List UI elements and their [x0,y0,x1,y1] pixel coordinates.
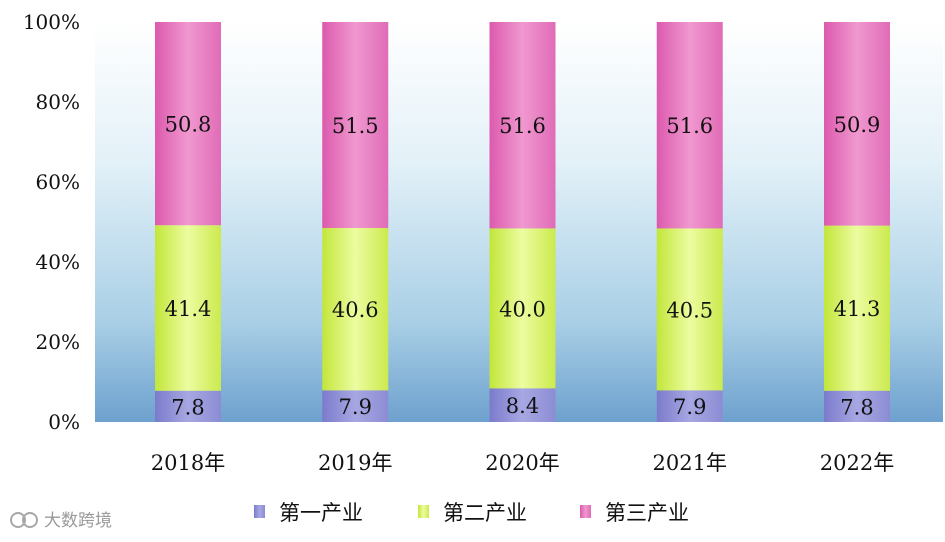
legend-label-1: 第一产业 [279,501,363,525]
bar-value-label: 51.6 [666,114,713,138]
bars-group: 7.8 41.4 50.8 7.9 40.6 51.5 8.4 40.0 51.6 7.9 40.5… [155,22,890,422]
bar-value-label: 40.5 [666,298,713,322]
bar-value-label: 8.4 [506,394,539,418]
x-category-label: 2020年 [485,451,559,475]
watermark: 大数跨境 [10,511,112,531]
bar-value-label: 51.6 [499,114,546,138]
bar-value-label: 40.6 [332,298,379,322]
bar-value-label: 51.5 [332,114,379,138]
bar-value-label: 50.8 [165,113,212,137]
y-tick-label: 0% [48,410,80,434]
legend-swatch-2 [418,505,429,518]
watermark-logo-icon [10,512,38,528]
bar-segment-2 [656,228,723,391]
bar-segment-3 [824,22,890,226]
bar-segment-2 [155,225,221,391]
y-tick-label: 40% [36,250,80,274]
bar-segment-3 [656,22,723,229]
y-tick-label: 60% [36,170,80,194]
bar-segment-1 [322,390,389,422]
bar-value-label: 7.9 [673,395,706,419]
bar-segment-1 [824,390,890,422]
y-tick-label: 20% [36,330,80,354]
bar-value-label: 7.8 [171,395,204,419]
bar-value-label: 7.8 [840,395,873,419]
legend-swatch-1 [254,505,265,518]
x-category-label: 2019年 [318,451,392,475]
bar-value-label: 40.0 [499,297,546,321]
x-category-label: 2021年 [653,451,727,475]
bar-segment-2 [824,225,890,391]
bar-value-label: 7.9 [339,395,372,419]
bar-value-label: 41.4 [165,297,212,321]
bar-segment-1 [656,390,723,422]
watermark-text: 大数跨境 [44,511,112,531]
legend-label-3: 第三产业 [605,501,689,525]
bar-segment-2 [489,228,556,389]
legend-swatch-3 [580,505,591,518]
bar-value-label: 41.3 [834,297,881,321]
bar-segment-3 [489,22,556,229]
bar-value-label: 50.9 [834,113,881,137]
bar-segment-1 [489,388,556,422]
y-tick-label: 100% [23,10,80,34]
bar-segment-2 [322,228,389,391]
x-category-label: 2022年 [820,451,894,475]
legend: 第一产业 第二产业 第三产业 [254,501,689,525]
y-axis: 0% 20% 40% 60% 80% 100% [23,10,80,434]
bar-segment-3 [322,22,389,228]
x-category-label: 2018年 [151,451,225,475]
y-tick-label: 80% [36,90,80,114]
bar-segment-3 [155,22,221,226]
legend-label-2: 第二产业 [443,501,527,525]
x-axis: 2018年 2019年 2020年 2021年 2022年 [151,451,894,475]
bar-segment-1 [155,390,221,422]
